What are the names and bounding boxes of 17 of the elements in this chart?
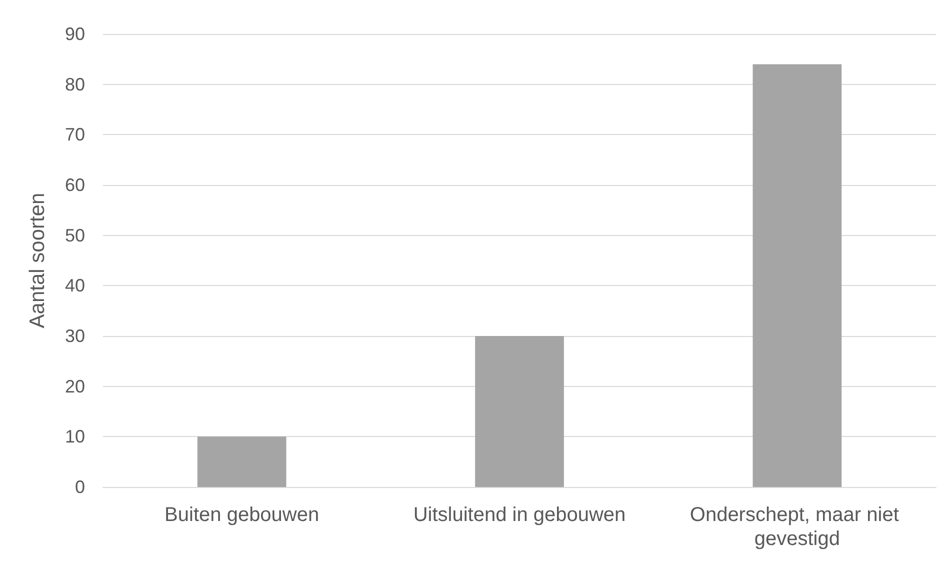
y-tick-label: 70 — [64, 124, 85, 145]
x-tick-label: Buiten gebouwen — [164, 504, 320, 526]
x-tick-label: Onderschept, maar niet gevestigd — [690, 504, 904, 550]
y-tick-label: 30 — [64, 326, 85, 346]
y-tick-label: 10 — [64, 426, 85, 447]
y-tick-label: 0 — [74, 477, 85, 497]
y-axis-title: Aantal soorten — [26, 192, 49, 328]
x-tick-label: Uitsluitend in gebouwen — [413, 504, 626, 526]
bar — [475, 336, 564, 487]
bar — [197, 436, 286, 487]
bar — [752, 64, 842, 487]
y-tick-label: 90 — [64, 24, 85, 44]
y-tick-label: 80 — [64, 74, 85, 94]
y-tick-label: 40 — [64, 276, 85, 296]
y-tick-label: 60 — [64, 175, 85, 195]
y-tick-label: 20 — [64, 376, 85, 396]
y-tick-label: 50 — [64, 225, 85, 246]
